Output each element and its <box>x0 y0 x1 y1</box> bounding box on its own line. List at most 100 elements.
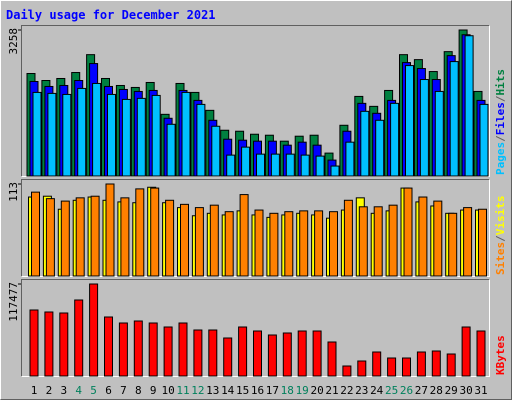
bar <box>402 357 411 377</box>
x-tick-label: 29 <box>445 384 458 397</box>
bar <box>107 93 116 177</box>
bar <box>388 204 398 277</box>
bar <box>479 103 489 177</box>
x-tick-label: 10 <box>161 384 174 397</box>
x-tick-label: 18 <box>281 384 294 397</box>
x-tick-label: 2 <box>46 384 53 397</box>
bar <box>241 146 251 177</box>
x-tick-label: 28 <box>430 384 443 397</box>
bar <box>433 200 443 277</box>
bar <box>178 322 188 377</box>
bar <box>31 191 40 277</box>
legend-separator: / <box>494 235 507 242</box>
bar <box>166 123 176 177</box>
bar <box>121 98 131 177</box>
bar <box>282 332 292 377</box>
bar <box>105 183 115 277</box>
bar <box>314 210 324 277</box>
bar <box>343 199 353 277</box>
bar <box>47 92 57 177</box>
bar <box>180 203 189 277</box>
x-tick-label: 6 <box>105 384 112 397</box>
bar <box>150 187 160 277</box>
bar <box>29 309 39 377</box>
legend-separator: / <box>494 95 507 102</box>
legend: KBytes <box>494 335 507 375</box>
bar <box>253 330 262 377</box>
bar <box>464 35 474 177</box>
bar <box>226 154 236 177</box>
x-tick-label: 19 <box>296 384 309 397</box>
x-tick-label: 15 <box>236 384 249 397</box>
bar <box>92 82 102 177</box>
x-tick-label: 17 <box>266 384 279 397</box>
bar <box>238 326 248 377</box>
x-tick-label: 5 <box>90 384 97 397</box>
bar <box>299 210 309 277</box>
bar <box>448 212 458 277</box>
bar <box>446 353 456 377</box>
x-tick-label: 22 <box>340 384 353 397</box>
chart-title: Daily usage for December 2021 <box>6 8 216 22</box>
bar <box>300 154 310 177</box>
bar <box>209 204 219 277</box>
x-tick-label: 4 <box>75 384 82 397</box>
bar <box>297 330 307 377</box>
x-tick-label: 26 <box>400 384 413 397</box>
legend-entry: Files <box>494 102 507 135</box>
bar <box>330 165 340 177</box>
x-tick-label: 23 <box>355 384 368 397</box>
legend-entry: Sites <box>494 242 507 275</box>
bar <box>358 206 368 277</box>
x-tick-label: 20 <box>310 384 323 397</box>
bar <box>267 334 277 377</box>
bar <box>45 198 55 277</box>
bar <box>208 329 218 377</box>
bar <box>434 90 444 177</box>
plot-border-dark <box>21 25 490 177</box>
bar <box>60 200 70 277</box>
x-tick-label: 24 <box>370 384 384 397</box>
legend-entry: KBytes <box>494 335 507 375</box>
bar <box>118 322 128 377</box>
x-tick-label: 12 <box>191 384 204 397</box>
x-tick-label: 13 <box>206 384 219 397</box>
bar <box>163 326 173 377</box>
y-tick-label: 3258 <box>7 28 20 55</box>
plot-border-dark <box>21 279 490 377</box>
x-tick-label: 21 <box>325 384 338 397</box>
bar <box>194 207 204 277</box>
x-tick-label: 1 <box>31 384 38 397</box>
legend: Sites/Visits <box>494 196 507 276</box>
bar <box>357 360 367 377</box>
bar <box>74 299 84 377</box>
bar <box>372 351 382 377</box>
bar <box>329 211 338 277</box>
bar <box>419 79 429 177</box>
bar <box>449 61 459 177</box>
x-tick-label: 11 <box>176 384 189 397</box>
bar <box>342 365 352 377</box>
bar <box>44 311 54 377</box>
x-tick-label: 30 <box>459 384 472 397</box>
bar <box>136 97 146 177</box>
bar <box>135 188 145 277</box>
bar <box>193 329 203 377</box>
bar <box>104 316 113 377</box>
bar <box>327 341 337 377</box>
bar <box>478 208 487 277</box>
bar <box>89 283 99 377</box>
x-tick-label: 16 <box>251 384 264 397</box>
bar <box>62 93 72 177</box>
bar <box>284 211 294 277</box>
x-tick-label: 7 <box>120 384 127 397</box>
bar <box>75 197 85 277</box>
bar <box>345 141 355 177</box>
x-tick-label: 9 <box>150 384 157 397</box>
bar <box>387 357 397 377</box>
bar <box>405 65 414 177</box>
bar <box>270 153 280 177</box>
x-tick-label: 14 <box>221 384 235 397</box>
bar <box>390 102 400 177</box>
legend: Pages/Files/Hits <box>494 69 507 175</box>
